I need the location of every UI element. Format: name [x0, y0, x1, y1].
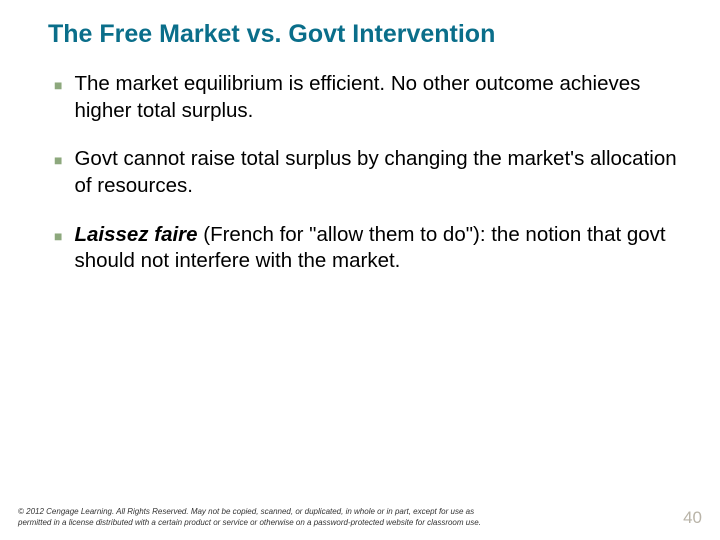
bullet-marker-icon: ■	[54, 152, 62, 168]
footer: © 2012 Cengage Learning. All Rights Rese…	[18, 507, 702, 528]
content-area: ■ The market equilibrium is efficient. N…	[40, 71, 680, 275]
bullet-item: ■ The market equilibrium is efficient. N…	[54, 71, 680, 124]
slide-container: The Free Market vs. Govt Intervention ■ …	[0, 0, 720, 540]
bullet-item: ■ Laissez faire (French for "allow them …	[54, 222, 680, 275]
bullet-marker-icon: ■	[54, 77, 62, 93]
emphasis-text: Laissez faire	[74, 223, 197, 246]
bullet-marker-icon: ■	[54, 228, 62, 244]
slide-title: The Free Market vs. Govt Intervention	[40, 20, 680, 49]
copyright-line2: permitted in a license distributed with …	[18, 518, 481, 527]
copyright-line1: © 2012 Cengage Learning. All Rights Rese…	[18, 507, 474, 516]
bullet-item: ■ Govt cannot raise total surplus by cha…	[54, 146, 680, 199]
bullet-text: Govt cannot raise total surplus by chang…	[74, 146, 680, 199]
bullet-text: Laissez faire (French for "allow them to…	[74, 222, 680, 275]
bullet-text: The market equilibrium is efficient. No …	[74, 71, 680, 124]
page-number: 40	[683, 508, 702, 528]
copyright-text: © 2012 Cengage Learning. All Rights Rese…	[18, 507, 481, 528]
